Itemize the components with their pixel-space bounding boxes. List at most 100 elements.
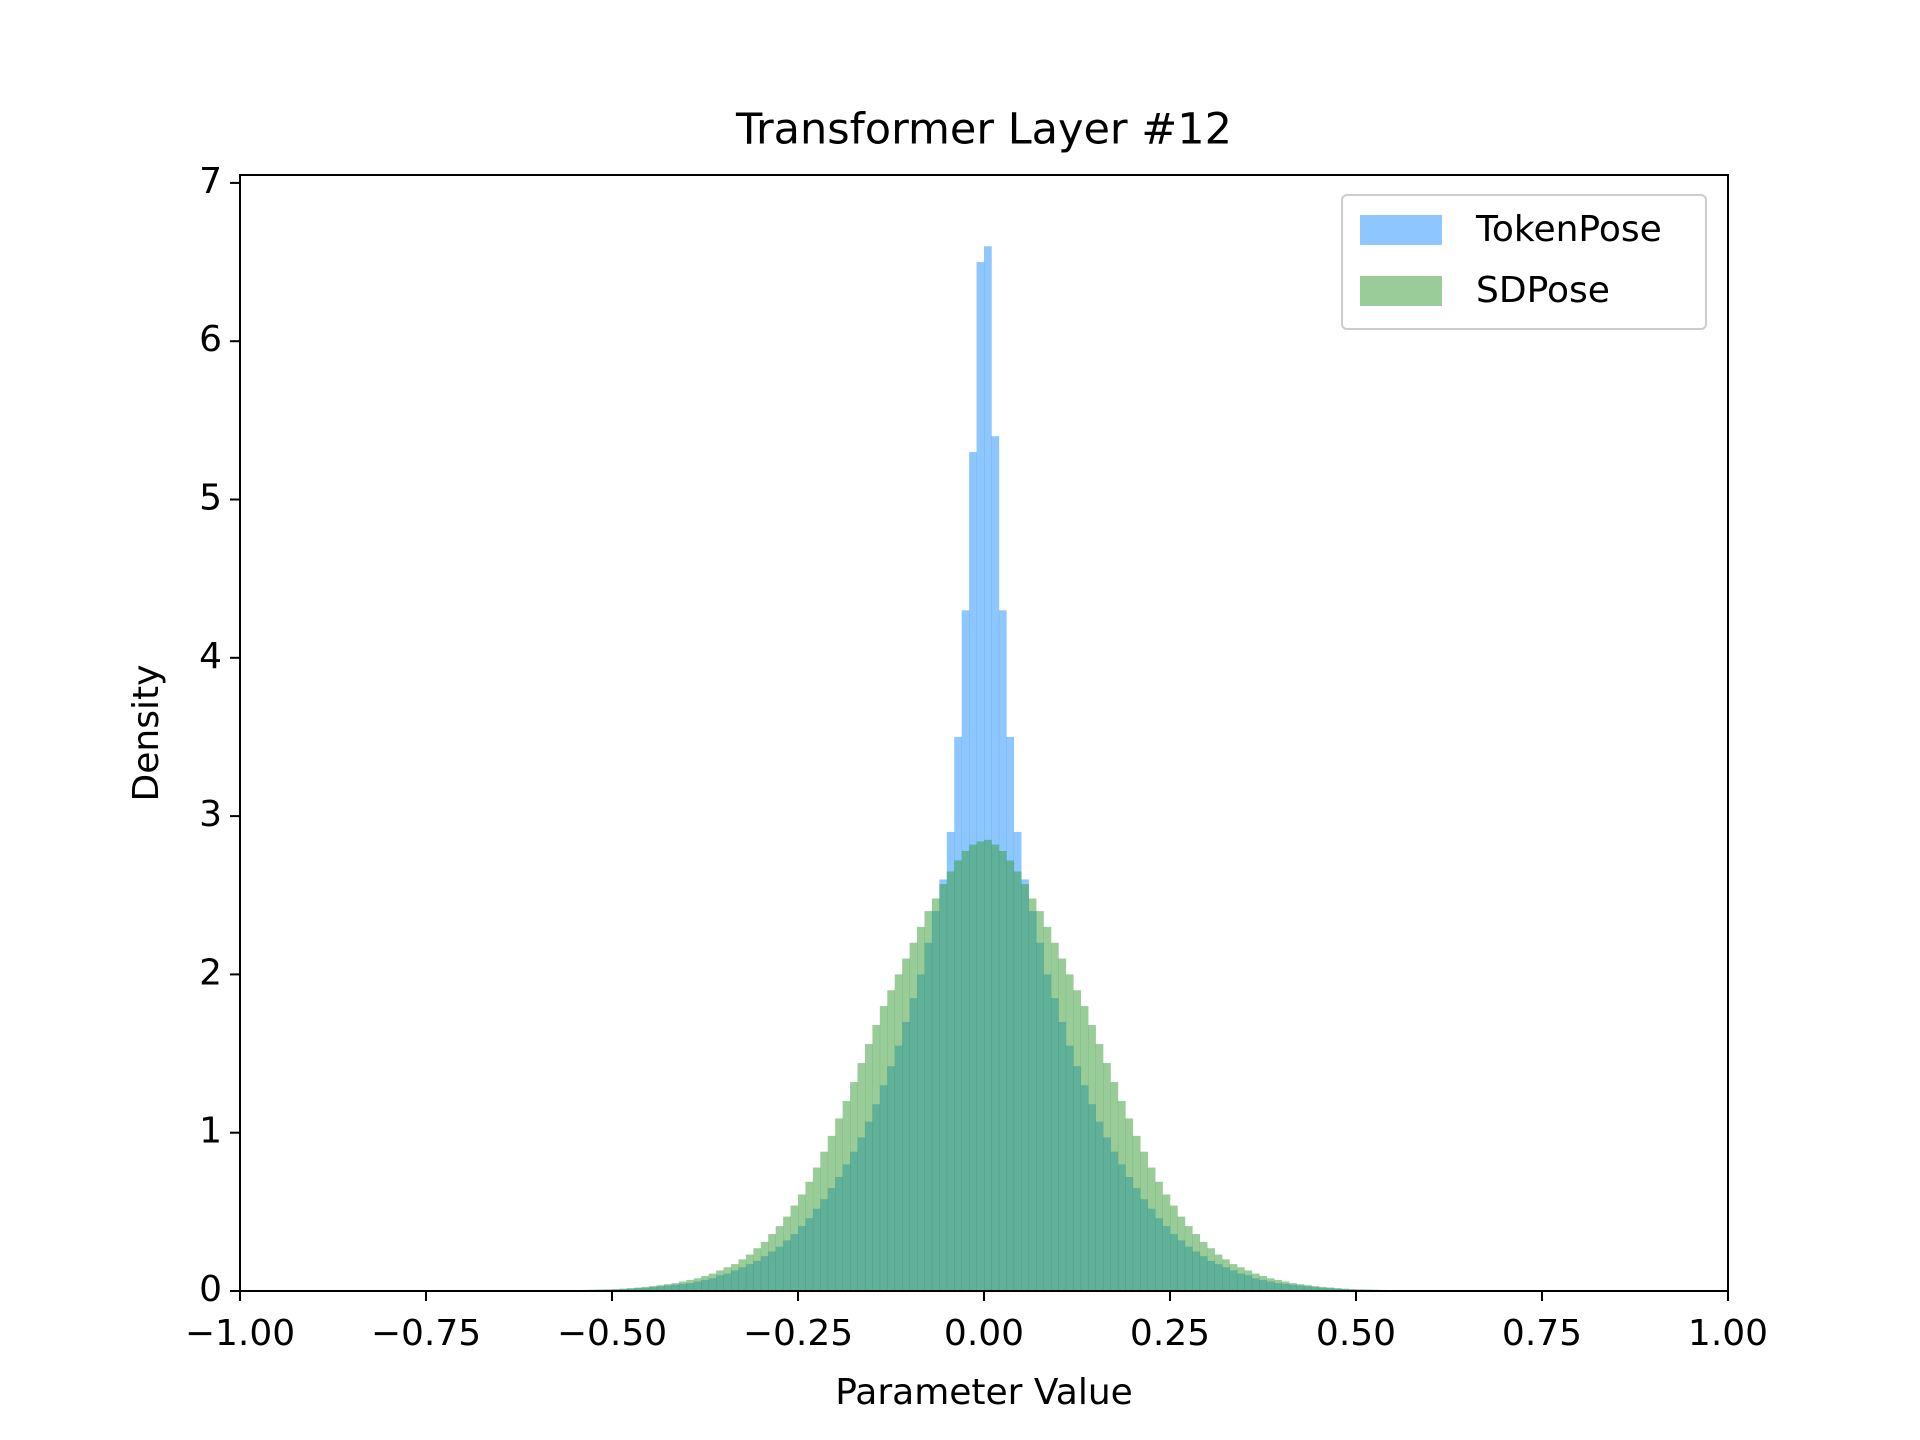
histogram-bar <box>917 926 925 1291</box>
histogram-bar <box>984 246 992 1292</box>
x-axis-label: Parameter Value <box>835 1372 1133 1413</box>
histogram-bar <box>1311 1286 1320 1291</box>
histogram-bar <box>1125 1118 1134 1291</box>
histogram-bar <box>939 884 948 1291</box>
y-tick-label: 6 <box>199 319 222 360</box>
histogram-bar <box>1184 1226 1193 1291</box>
histogram-bar <box>790 1205 799 1291</box>
histogram-bar <box>716 1270 724 1291</box>
x-tick-label: 0.50 <box>1316 1313 1396 1354</box>
histogram-bar <box>649 1286 657 1291</box>
histogram-bar <box>998 850 1007 1291</box>
histogram-bar <box>820 1151 829 1291</box>
histogram-bar <box>984 839 992 1291</box>
legend-swatch <box>1360 215 1442 245</box>
histogram-bar <box>1006 860 1015 1291</box>
histogram-bar <box>671 1283 680 1291</box>
y-tick-label: 3 <box>199 794 222 835</box>
histogram-bar <box>656 1285 665 1291</box>
histogram-bar <box>768 1234 776 1291</box>
histogram-bar <box>693 1278 702 1291</box>
histogram-bar <box>1192 1234 1201 1291</box>
histogram-bar <box>1177 1216 1186 1291</box>
histogram-bar <box>678 1281 687 1291</box>
x-tick-label: 1.00 <box>1688 1313 1768 1354</box>
histogram-bar <box>1021 884 1029 1291</box>
legend-swatch <box>1360 276 1442 306</box>
histogram-bar <box>1259 1275 1268 1291</box>
y-axis-label: Density <box>126 665 167 802</box>
histogram-bar <box>924 911 933 1291</box>
histogram-bar <box>1289 1283 1297 1291</box>
histogram-bar <box>946 871 955 1291</box>
histogram-bar <box>1170 1205 1178 1291</box>
histogram-bar <box>909 942 918 1291</box>
histogram-bar <box>731 1264 739 1291</box>
histogram-bar <box>1036 911 1044 1291</box>
histogram-bar <box>1266 1278 1275 1291</box>
histogram-bar <box>641 1286 650 1291</box>
histogram-bar <box>872 1025 881 1291</box>
histogram-bar <box>1140 1151 1148 1291</box>
y-tick-label: 4 <box>199 636 222 677</box>
histogram-bar <box>976 262 985 1291</box>
x-tick-label: 0.25 <box>1130 1313 1210 1354</box>
histogram-bar <box>798 1194 806 1291</box>
histogram-bar <box>664 1284 672 1291</box>
histogram-bar <box>976 841 985 1291</box>
histogram-bar <box>1073 990 1082 1291</box>
histogram-bar <box>1162 1194 1171 1291</box>
x-tick-label: −0.25 <box>743 1313 853 1354</box>
y-tick-label: 7 <box>199 161 222 202</box>
legend-label: SDPose <box>1476 270 1610 311</box>
histogram-bar <box>1058 958 1067 1291</box>
histogram-bar <box>686 1279 695 1291</box>
histogram-bar <box>1065 974 1074 1291</box>
histogram-bar <box>760 1241 769 1291</box>
histogram-bar <box>1110 1082 1119 1291</box>
histogram-bar <box>887 990 896 1291</box>
histogram-bar <box>619 1288 628 1291</box>
x-tick-label: −0.75 <box>371 1313 481 1354</box>
y-tick-label: 0 <box>199 1269 222 1310</box>
histogram-bar <box>842 1101 851 1291</box>
histogram-bar <box>775 1226 784 1291</box>
histogram-bar <box>1229 1264 1238 1291</box>
histogram-bar <box>1199 1241 1208 1291</box>
y-tick-label: 5 <box>199 478 222 519</box>
x-tick-label: −1.00 <box>185 1313 295 1354</box>
y-tick-label: 2 <box>199 952 222 993</box>
histogram-bar <box>1214 1254 1223 1291</box>
histogram-bar <box>1281 1281 1290 1291</box>
histogram-bar <box>1274 1279 1282 1291</box>
histogram-bar <box>805 1181 814 1291</box>
histogram-bar <box>1028 898 1037 1291</box>
histogram-bar <box>864 1044 873 1291</box>
histogram-bar <box>850 1082 858 1291</box>
histogram-bar <box>857 1063 866 1291</box>
histogram-bar <box>1147 1167 1156 1291</box>
histogram-bar <box>991 844 1000 1291</box>
x-tick-label: −0.50 <box>557 1313 667 1354</box>
histogram-bar <box>1318 1286 1327 1291</box>
histogram-bar <box>1080 1006 1089 1291</box>
x-tick-label: 0.75 <box>1502 1313 1582 1354</box>
x-tick-label: 0.00 <box>944 1313 1024 1354</box>
histogram-bar <box>1303 1285 1312 1291</box>
histogram-bar <box>1251 1273 1260 1291</box>
histogram-bar <box>753 1248 762 1291</box>
histogram-bar <box>783 1216 791 1291</box>
legend-label: TokenPose <box>1475 209 1662 250</box>
histogram-bar <box>969 844 977 1291</box>
histogram-bar <box>1341 1288 1349 1291</box>
histogram-bar <box>931 898 940 1291</box>
histogram-bar <box>827 1135 836 1291</box>
histogram-bar <box>1132 1135 1141 1291</box>
histogram-bar <box>1050 942 1059 1291</box>
histogram-bar <box>1333 1288 1342 1291</box>
histogram-bar <box>745 1254 754 1291</box>
histogram-bar <box>835 1118 843 1291</box>
histogram-bar <box>1095 1044 1104 1291</box>
histogram-bar <box>894 974 903 1291</box>
